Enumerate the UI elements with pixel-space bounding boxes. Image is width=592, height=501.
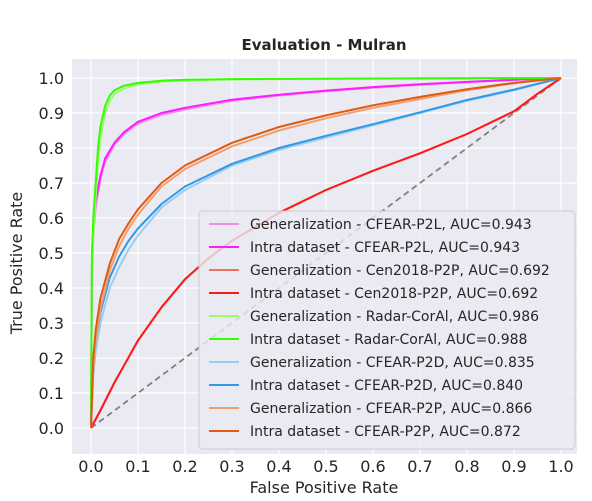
- x-tick-label: 0.0: [78, 457, 103, 476]
- x-tick-label: 0.9: [501, 457, 526, 476]
- legend-entry: Intra dataset - CFEAR-P2P, AUC=0.872: [250, 424, 521, 440]
- y-tick-label: 0.3: [39, 314, 64, 333]
- y-tick-label: 0.4: [39, 279, 64, 298]
- x-tick-label: 0.3: [219, 457, 244, 476]
- x-tick-label: 0.8: [454, 457, 479, 476]
- x-tick-label: 0.7: [407, 457, 432, 476]
- legend-entry: Generalization - CFEAR-P2P, AUC=0.866: [250, 401, 532, 417]
- legend-entry: Generalization - Radar-CorAl, AUC=0.986: [250, 309, 539, 325]
- chart-title: Evaluation - Mulran: [242, 36, 407, 54]
- y-axis-label: True Positive Rate: [7, 192, 26, 336]
- x-tick-label: 0.1: [125, 457, 150, 476]
- legend: Generalization - CFEAR-P2L, AUC=0.943 Int…: [198, 210, 576, 450]
- legend-entry: Generalization - CFEAR-P2L, AUC=0.943: [250, 217, 532, 233]
- series-line-8: [90, 77, 562, 429]
- y-tick-label: 0.9: [39, 104, 64, 123]
- y-tick-label: 0.6: [39, 209, 64, 228]
- y-tick-labels: 0.0 0.1 0.2 0.3 0.4 0.5 0.6 0.7 0.8 0.9 1.0: [39, 69, 64, 438]
- x-tick-label: 0.6: [360, 457, 385, 476]
- legend-entry: Intra dataset - CFEAR-P2D, AUC=0.840: [250, 378, 523, 394]
- x-tick-label: 0.2: [172, 457, 197, 476]
- y-tick-label: 0.5: [39, 244, 64, 263]
- legend-entry: Generalization - Cen2018-P2P, AUC=0.692: [250, 263, 550, 279]
- legend-entry: Intra dataset - Radar-CorAl, AUC=0.988: [250, 332, 527, 348]
- x-tick-label: 0.4: [266, 457, 291, 476]
- legend-entry: Intra dataset - Cen2018-P2P, AUC=0.692: [250, 286, 538, 302]
- y-tick-label: 0.2: [39, 349, 64, 368]
- x-tick-label: 0.5: [313, 457, 338, 476]
- series-line-5: [90, 77, 562, 429]
- legend-box: [198, 210, 576, 450]
- series-line-9: [90, 77, 562, 429]
- legend-entry: Intra dataset - CFEAR-P2L, AUC=0.943: [250, 240, 520, 256]
- x-tick-label: 1.0: [548, 457, 573, 476]
- y-tick-label: 0.7: [39, 174, 64, 193]
- x-tick-labels: 0.0 0.1 0.2 0.3 0.4 0.5 0.6 0.7 0.8 0.9 1.0: [78, 457, 573, 476]
- y-tick-label: 0.0: [39, 419, 64, 438]
- x-axis-label: False Positive Rate: [250, 478, 399, 497]
- legend-entry: Generalization - CFEAR-P2D, AUC=0.835: [250, 355, 535, 371]
- y-tick-label: 0.8: [39, 139, 64, 158]
- y-tick-label: 0.1: [39, 384, 64, 403]
- y-tick-label: 1.0: [39, 69, 64, 88]
